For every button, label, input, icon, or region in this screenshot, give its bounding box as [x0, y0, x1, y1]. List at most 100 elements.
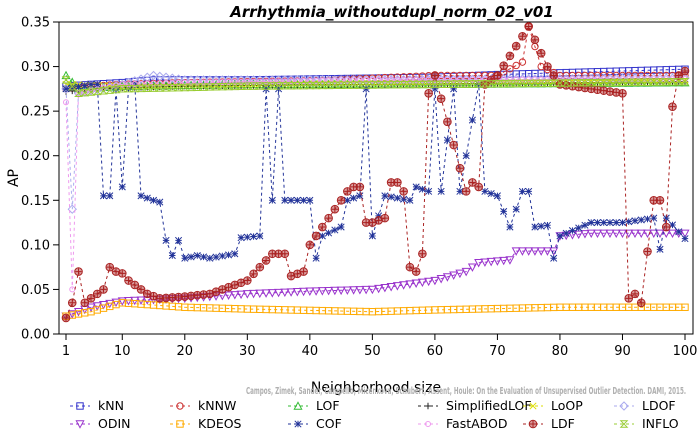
data-point-inflo [524, 79, 534, 88]
data-point-ldof [405, 75, 415, 85]
legend-item-cof: COF [288, 416, 342, 431]
data-point-odin [286, 288, 296, 297]
data-point-cof [437, 187, 445, 195]
data-point-fastabod [325, 77, 332, 84]
data-point-cof [312, 254, 320, 262]
data-point-inflo [599, 78, 609, 87]
data-point-odin [617, 229, 628, 239]
data-point-ldof [411, 74, 421, 85]
data-point-inflo [655, 78, 665, 86]
data-point-ldf [336, 195, 346, 205]
data-point-cof [618, 219, 627, 227]
data-point-ldf [636, 298, 646, 308]
data-point-cof [350, 194, 358, 202]
data-point-inflo [67, 82, 77, 91]
data-point-odin [430, 276, 440, 286]
data-point-cof [268, 196, 276, 204]
data-point-odin [311, 287, 321, 296]
series-ldf [61, 22, 690, 323]
data-point-fastabod [475, 76, 482, 83]
data-point-odin [86, 303, 96, 313]
data-point-inflo [543, 79, 552, 87]
data-point-odin [536, 247, 546, 256]
data-point-inflo [436, 80, 446, 89]
data-point-fastabod [369, 76, 376, 83]
data-point-fastabod [450, 76, 457, 83]
legend-marker [425, 421, 431, 427]
data-point-cof [93, 80, 101, 88]
data-point-ldof [305, 75, 315, 85]
legend-marker [294, 420, 302, 428]
data-point-inflo [105, 86, 115, 94]
x-tick-label: 50 [364, 344, 381, 359]
data-point-fastabod [144, 80, 151, 87]
data-point-odin [261, 289, 271, 298]
data-point-ldf [449, 140, 458, 150]
data-point-cof [518, 187, 526, 195]
data-point-inflo [630, 78, 640, 86]
data-point-inflo [149, 84, 158, 92]
data-point-ldf [205, 289, 215, 299]
legend-item-fastabod: FastABOD [418, 416, 508, 431]
data-point-ldof [348, 75, 359, 85]
series-line-ldof [65, 74, 685, 210]
data-point-fastabod [125, 81, 132, 88]
data-point-odin [517, 247, 527, 256]
data-point-ldf [67, 298, 77, 308]
legend-marker [293, 401, 303, 410]
chart-title: Arrhythmia_withoutdupl_norm_02_v01 [229, 3, 553, 21]
data-point-cof [443, 136, 451, 144]
data-point-ldf [599, 86, 609, 95]
data-point-cof [575, 224, 583, 232]
data-point-ldf [224, 282, 233, 292]
data-point-odin [524, 247, 534, 256]
data-point-fastabod [288, 78, 295, 85]
data-point-inflo [161, 84, 171, 92]
data-point-cof [462, 152, 470, 160]
data-point-cof [662, 214, 670, 222]
data-point-inflo [411, 80, 421, 89]
data-point-ldf [86, 294, 96, 303]
data-point-cof [406, 196, 414, 204]
data-point-fastabod [256, 78, 263, 85]
data-point-inflo [305, 81, 315, 90]
data-point-odin [336, 286, 346, 296]
data-point-cof [418, 185, 426, 193]
data-point-inflo [611, 78, 621, 87]
data-point-ldf [461, 187, 471, 196]
data-point-cof [206, 254, 214, 262]
data-point-cof [318, 232, 326, 240]
data-point-odin [605, 229, 615, 239]
data-point-odin [274, 288, 284, 298]
data-point-inflo [643, 78, 652, 86]
data-point-kdeos [681, 303, 689, 311]
data-point-odin [542, 247, 552, 256]
data-point-ldf [211, 287, 221, 296]
data-point-odin [680, 229, 690, 239]
data-point-inflo [668, 78, 677, 86]
data-point-fastabod [119, 81, 126, 88]
data-point-ldf [130, 280, 140, 290]
x-tick-label: 10 [114, 344, 131, 359]
data-point-cof [375, 212, 383, 220]
data-point-ldf [368, 218, 377, 227]
legend-label: KDEOS [198, 416, 242, 431]
legend-marker [528, 419, 538, 429]
data-point-fastabod [419, 76, 426, 83]
data-point-inflo [461, 80, 471, 88]
data-point-fastabod [263, 78, 270, 85]
data-point-fastabod [275, 78, 282, 85]
data-point-odin [505, 256, 515, 265]
data-point-inflo [74, 89, 83, 98]
data-point-inflo [117, 85, 127, 93]
data-point-cof [362, 85, 370, 93]
data-point-lof [61, 70, 71, 80]
data-point-cof [243, 233, 251, 241]
data-point-inflo [499, 79, 509, 88]
data-point-ldf [92, 289, 102, 299]
data-point-odin [230, 291, 240, 300]
data-point-inflo [311, 81, 321, 90]
data-point-fastabod [200, 79, 207, 86]
data-point-ldof [161, 72, 171, 82]
data-point-ldf [468, 178, 477, 187]
